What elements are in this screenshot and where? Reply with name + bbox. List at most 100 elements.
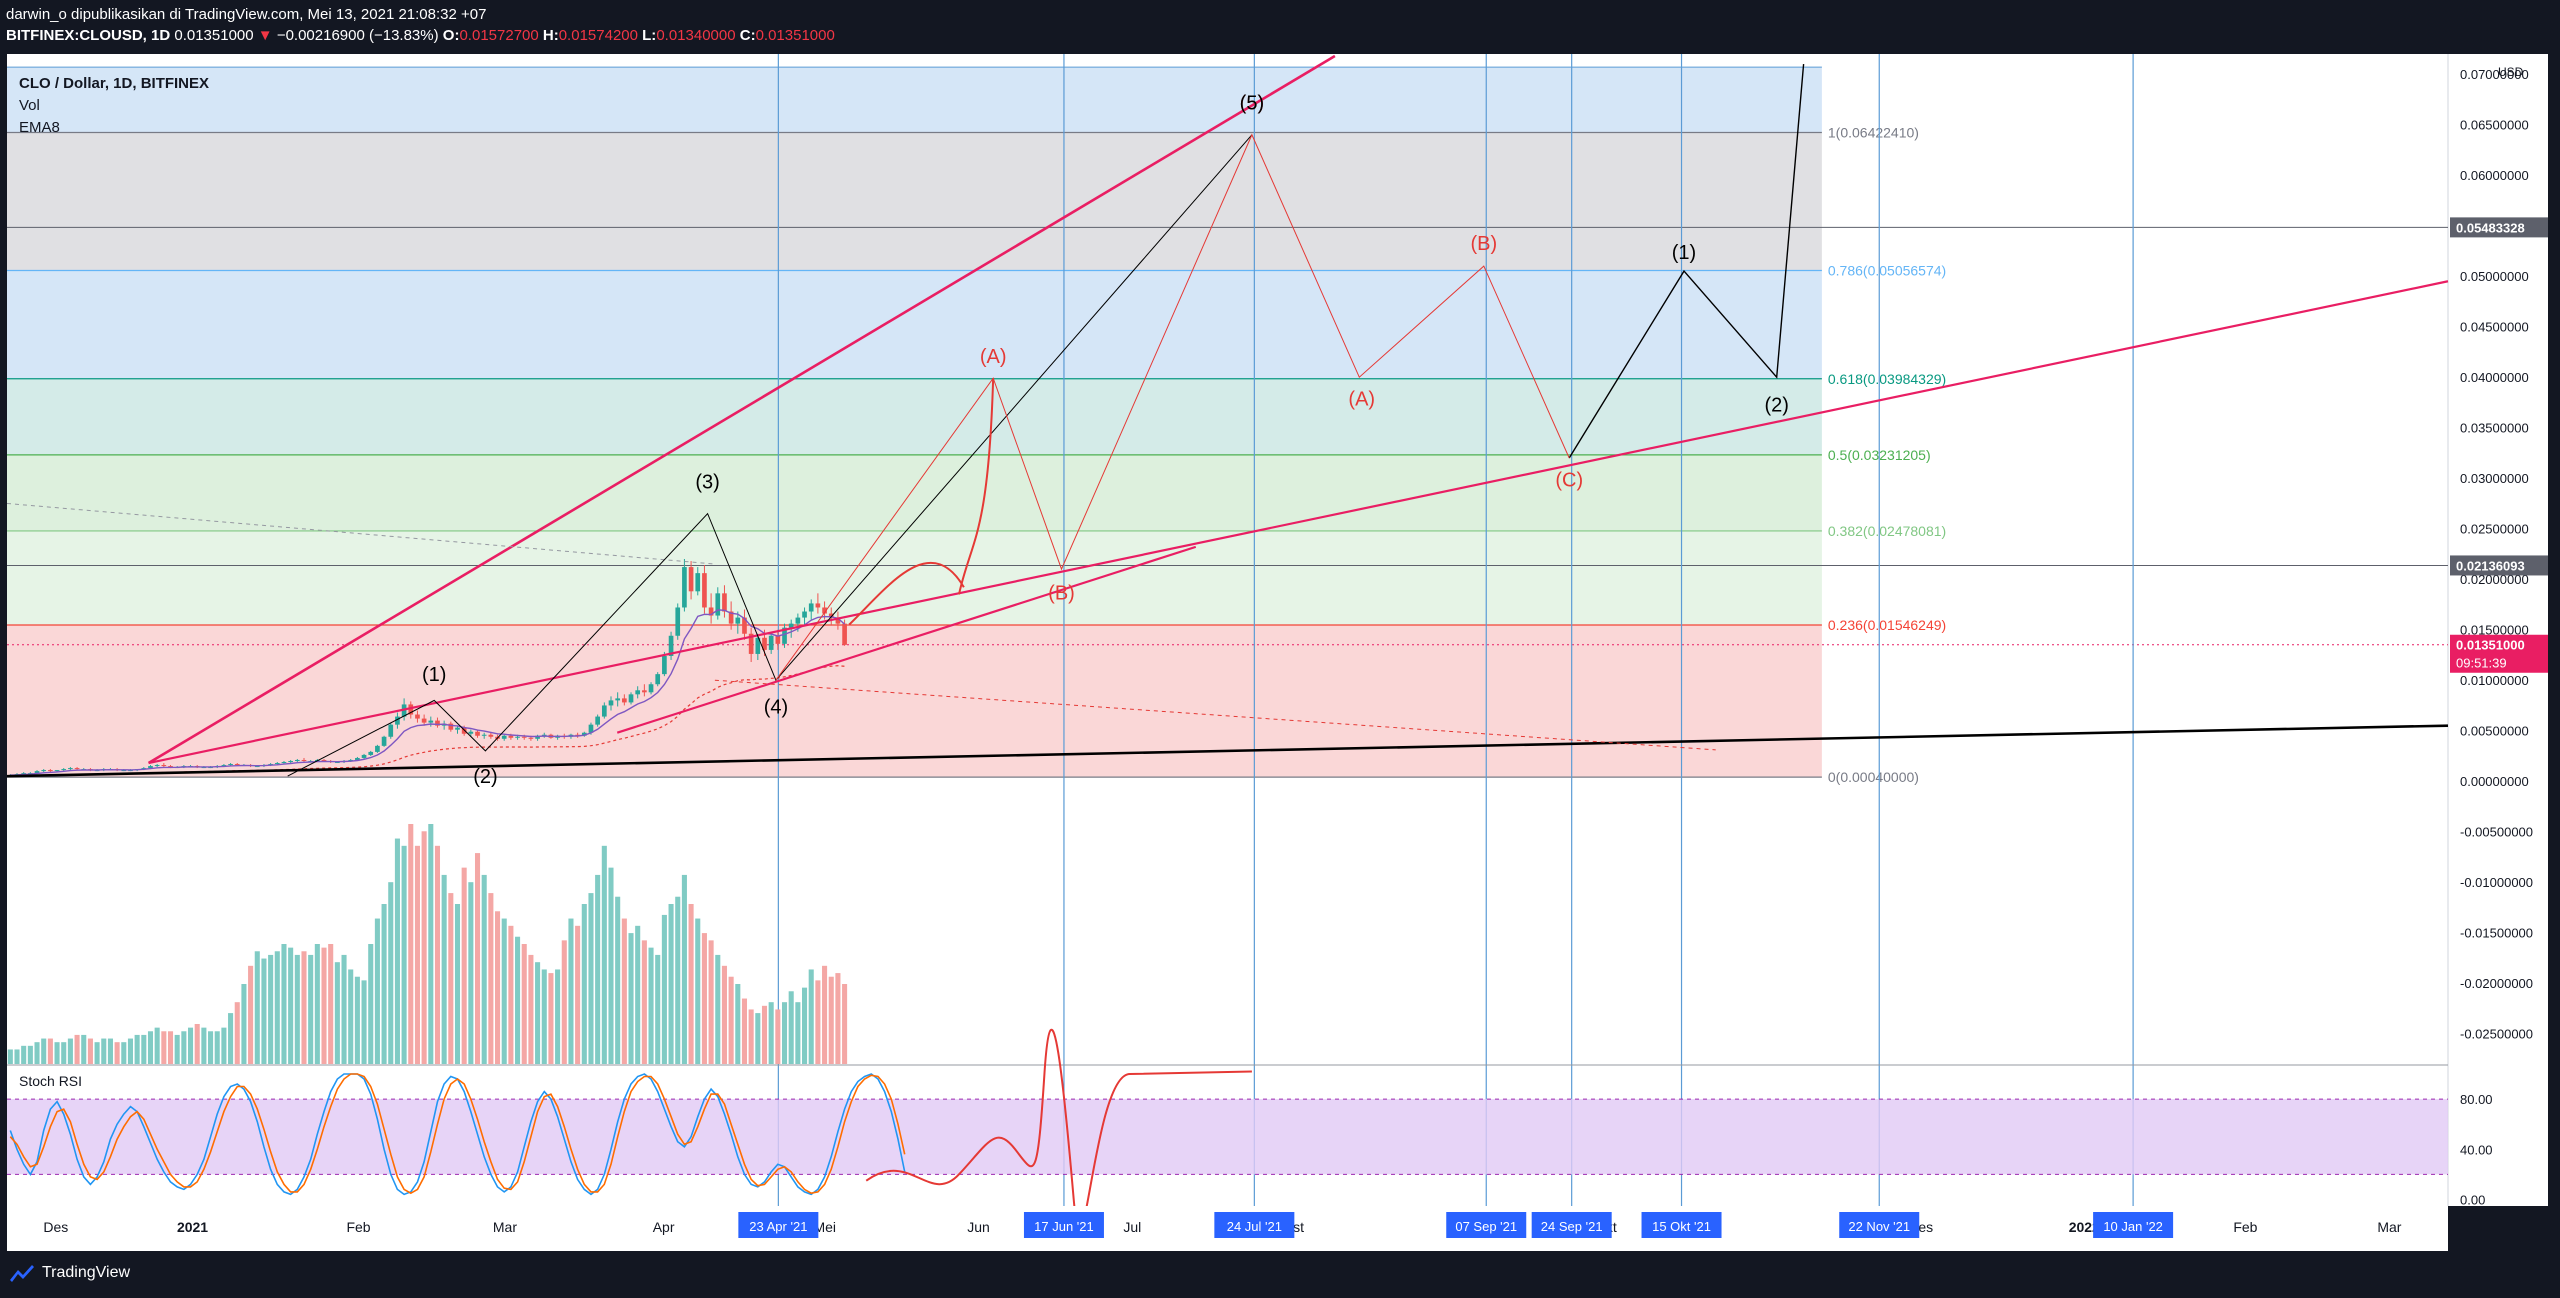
volume-bar [401, 845, 407, 1064]
volume-bar [741, 998, 748, 1064]
time-badge [1023, 1212, 1104, 1238]
volume-bar [721, 965, 727, 1064]
volume-bar [308, 954, 314, 1064]
forecast-red-curve [958, 378, 995, 595]
candle [675, 607, 681, 636]
candle [61, 769, 67, 771]
volume-bar [54, 1042, 60, 1064]
time-tick-label: Jul [1123, 1219, 1141, 1235]
candle [648, 684, 654, 693]
candle [708, 607, 714, 616]
time-badge [738, 1212, 819, 1238]
candle [722, 593, 727, 612]
candle [842, 623, 847, 645]
volume-bar [388, 882, 394, 1064]
candle [321, 759, 327, 761]
ema8-line [10, 609, 846, 776]
price-change: −0.00216900 (−13.83%) [276, 27, 439, 44]
price-tick-label: 0.02000000 [2460, 572, 2529, 587]
candle [335, 762, 340, 764]
wave-label: (3) [695, 471, 719, 493]
volume-bar [154, 1027, 160, 1064]
wave-label: (C) [1555, 469, 1583, 491]
volume-bar [101, 1038, 107, 1064]
price-tick-label: -0.00500000 [2460, 825, 2533, 840]
fib-level-label: 0.236(0.01546249) [1828, 617, 1946, 633]
volume-bar [34, 1042, 40, 1064]
price-tick-label: 0.06000000 [2460, 168, 2529, 183]
volume-bar [575, 925, 581, 1064]
candle [54, 770, 60, 772]
volume-bar [708, 940, 714, 1064]
time-badge-label: 24 Sep '21 [1541, 1219, 1603, 1234]
fib-zone [7, 270, 1822, 379]
volume-bar [288, 947, 294, 1064]
volume-bar [281, 944, 287, 1064]
price-tick-label: 0.00500000 [2460, 724, 2529, 739]
candle [802, 611, 807, 618]
fib-zone [7, 625, 1822, 778]
chart-canvas[interactable]: 1(0.06422410) 0.786(0.05056574) 0.618(0.03… [7, 54, 2548, 1251]
volume-bar [468, 882, 474, 1064]
low-label: L: [642, 27, 657, 44]
low-value: 0.01340000 [656, 27, 736, 44]
price-tick-label: 0.01000000 [2460, 673, 2529, 688]
volume-bar [728, 976, 734, 1064]
candle [715, 593, 721, 616]
footer-brand[interactable]: TradingView [8, 1262, 130, 1284]
volume-bar [27, 1045, 33, 1064]
price-badge [2450, 217, 2548, 238]
candle [221, 765, 227, 767]
wave-label: (1) [422, 664, 446, 686]
volume-bar [661, 914, 667, 1064]
price-badge-label: 0.02136093 [2456, 558, 2525, 573]
time-tick-label: Mar [493, 1219, 517, 1235]
volume-bar [448, 893, 454, 1064]
volume-bar [781, 1002, 788, 1064]
volume-bar [421, 831, 427, 1064]
time-badge-label: 23 Apr '21 [749, 1219, 807, 1234]
volume-bar [381, 904, 387, 1064]
volume-bar [354, 976, 360, 1064]
candle [348, 759, 354, 761]
price-tick-label: -0.01500000 [2460, 926, 2533, 941]
volume-bar [835, 973, 841, 1064]
fib-level-label: 0.618(0.03984329) [1828, 371, 1946, 387]
candle [515, 736, 520, 738]
currency-label: USD [2498, 65, 2524, 79]
volume-bar [822, 965, 828, 1064]
time-badge [1214, 1212, 1295, 1238]
time-tick-label: Feb [346, 1219, 370, 1235]
wave-label: (5) [1240, 93, 1264, 115]
volume-bar [107, 1038, 113, 1064]
price-badge-label: 0.05483328 [2456, 220, 2525, 235]
time-badge-label: 22 Nov '21 [1848, 1219, 1910, 1234]
volume-bar [214, 1031, 220, 1064]
wave-label: (A) [980, 346, 1007, 368]
candle [74, 768, 80, 770]
volume-bar [428, 824, 434, 1064]
time-tick-label: Mar [2377, 1219, 2401, 1235]
price-axis-background [2448, 54, 2548, 1206]
volume-bar [568, 918, 574, 1064]
candle [695, 573, 701, 592]
candle [595, 716, 600, 725]
fib-level-label: 1(0.06422410) [1828, 125, 1919, 141]
candle [68, 768, 73, 770]
volume-bar [761, 1005, 768, 1064]
volume-bar [328, 944, 334, 1064]
volume-bar [61, 1042, 67, 1064]
volume-bar [808, 969, 814, 1064]
time-badge [1446, 1212, 1527, 1238]
candle [148, 766, 153, 769]
volume-bar [601, 845, 607, 1064]
volume-bar [615, 896, 621, 1064]
candle [294, 759, 300, 761]
candle [748, 633, 754, 654]
wave-label: (2) [1764, 395, 1788, 417]
candle [808, 603, 814, 612]
candle [415, 714, 420, 719]
price-badge-countdown: 09:51:39 [2456, 656, 2507, 671]
candle [815, 603, 821, 608]
wave-label: (4) [764, 697, 788, 719]
